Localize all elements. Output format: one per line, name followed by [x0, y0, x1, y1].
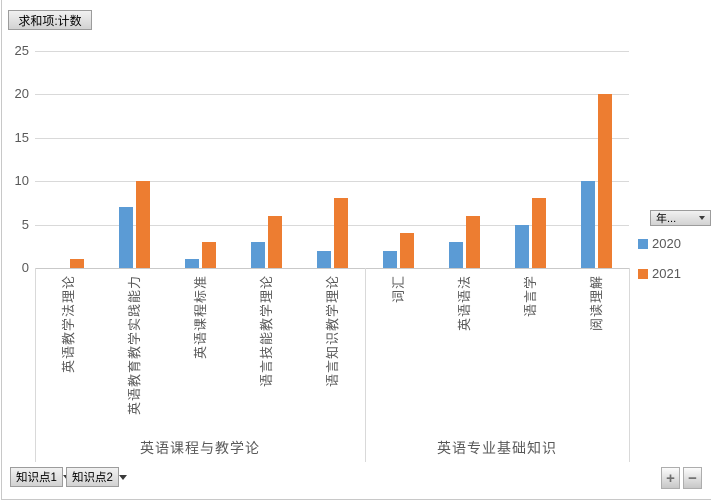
group-label-1: 英语课程与教学论 [140, 440, 260, 456]
bar-2021-cat4 [267, 215, 282, 268]
legend-item-2020: 2020 [638, 236, 681, 251]
axis-field-button-2[interactable]: 知识点2 [66, 467, 127, 487]
dropdown-arrow-icon [118, 474, 127, 480]
axis-field-2-label: 知识点2 [72, 472, 113, 484]
value-field-label: 求和项:计数 [18, 13, 82, 28]
gridline-0 [35, 268, 629, 269]
axis-field-1-label: 知识点1 [16, 472, 57, 484]
y-axis-tick-5: 5 [21, 216, 29, 232]
bar-2021-cat3 [201, 241, 216, 268]
collapse-button[interactable]: − [683, 467, 702, 489]
bar-2021-cat8 [531, 198, 546, 268]
bar-2021-cat2 [135, 181, 150, 268]
category-label-3: 英语课程标准 [192, 275, 208, 360]
category-label-4: 语言技能教学理论 [258, 275, 274, 388]
legend-item-2021: 2021 [638, 266, 681, 281]
bar-2021-cat1 [69, 259, 84, 268]
gridline-20 [35, 94, 629, 96]
gridline-5 [35, 224, 629, 226]
y-axis-tick-10: 10 [14, 173, 29, 189]
axis-separator-2 [629, 268, 630, 462]
gridline-15 [35, 137, 629, 139]
minus-icon: − [688, 469, 697, 487]
value-field-button[interactable]: 求和项:计数 [8, 10, 92, 30]
axis-separator-0 [35, 268, 36, 462]
expand-button[interactable]: + [661, 467, 680, 489]
dropdown-arrow-icon [699, 216, 705, 220]
bar-2021-cat6 [399, 233, 414, 268]
bar-2021-cat9 [597, 94, 612, 268]
y-axis-tick-15: 15 [14, 129, 29, 145]
legend-swatch-2020 [638, 238, 648, 249]
legend-label-2020: 2020 [652, 236, 681, 251]
category-label-6: 词汇 [390, 275, 406, 304]
legend-field-button[interactable]: 年... [650, 210, 711, 226]
legend-label-2021: 2021 [652, 266, 681, 281]
category-label-9: 阅读理解 [588, 275, 604, 332]
category-label-8: 语言学 [522, 275, 538, 318]
plus-icon: + [666, 469, 675, 487]
axis-field-button-1[interactable]: 知识点1 [10, 467, 71, 487]
y-axis-tick-25: 25 [14, 42, 29, 58]
category-label-1: 英语教学法理论 [60, 275, 76, 374]
bar-2021-cat7 [465, 215, 480, 268]
bar-2020-cat2 [118, 207, 133, 268]
bar-2021-cat5 [333, 198, 348, 268]
bar-2020-cat7 [448, 241, 463, 268]
y-axis-tick-0: 0 [21, 260, 29, 275]
bar-2020-cat8 [514, 224, 529, 268]
legend-swatch-2021 [638, 268, 648, 279]
category-label-5: 语言知识教学理论 [324, 275, 340, 388]
bar-2020-cat5 [316, 250, 331, 268]
category-label-2: 英语教育教学实践能力 [126, 275, 142, 416]
bar-2020-cat4 [250, 241, 265, 268]
category-label-7: 英语语法 [456, 275, 472, 332]
legend-field-label: 年... [656, 213, 677, 225]
group-label-2: 英语专业基础知识 [437, 440, 557, 456]
legend: 2020 2021 [638, 236, 681, 296]
bar-2020-cat9 [580, 181, 595, 268]
bar-2020-cat6 [382, 250, 397, 268]
y-axis-tick-20: 20 [14, 86, 29, 102]
gridline-25 [35, 50, 629, 52]
gridline-10 [35, 181, 629, 183]
bar-2020-cat3 [184, 259, 199, 268]
axis-separator-1 [365, 268, 366, 462]
